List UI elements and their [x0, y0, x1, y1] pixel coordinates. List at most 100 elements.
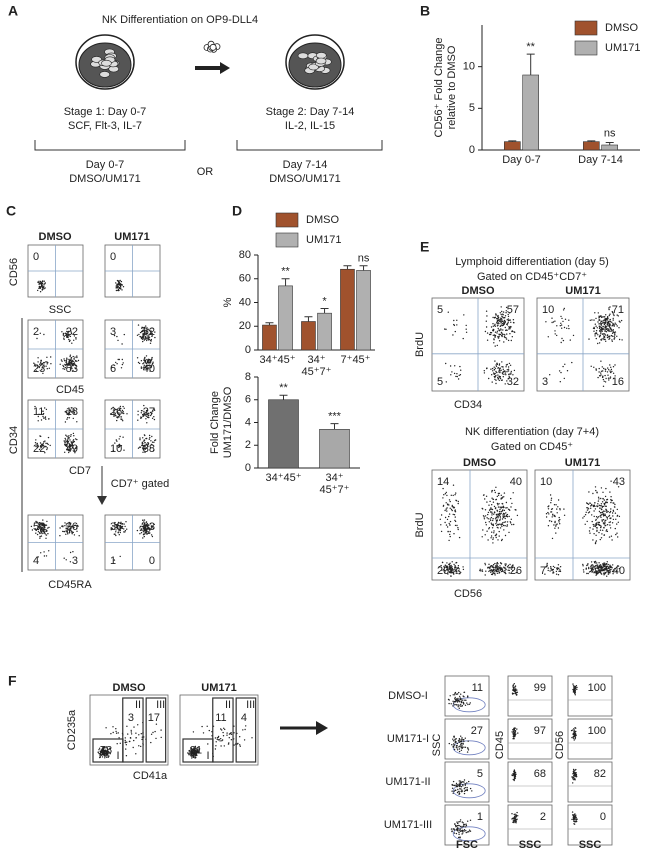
event-dot — [501, 506, 503, 508]
event-dot — [613, 502, 615, 504]
event-dot — [41, 443, 43, 445]
event-dot — [500, 498, 502, 500]
event-dot — [147, 328, 149, 330]
event-dot — [119, 529, 122, 532]
event-dot — [36, 442, 38, 445]
event-dot — [144, 447, 146, 449]
event-dot — [602, 572, 605, 574]
event-dot — [463, 792, 466, 795]
event-dot — [76, 528, 78, 530]
event-dot — [607, 316, 609, 318]
event-dot — [69, 354, 72, 356]
event-dot — [65, 412, 68, 414]
event-dot — [63, 451, 66, 453]
event-dot — [446, 507, 448, 509]
event-dot — [468, 829, 471, 831]
event-dot — [501, 315, 503, 317]
quadrant-value: 40 — [613, 565, 625, 577]
event-dot — [599, 564, 602, 566]
event-dot — [611, 539, 613, 541]
quadrant-value: 71 — [612, 304, 624, 316]
event-dot — [37, 361, 39, 363]
event-dot — [551, 317, 553, 319]
event-dot — [501, 310, 503, 313]
event-dot — [451, 504, 453, 507]
event-dot — [75, 337, 77, 339]
event-dot — [143, 364, 145, 366]
cell — [297, 52, 309, 60]
event-dot — [499, 325, 502, 327]
event-dot — [40, 281, 42, 283]
event-dot — [45, 418, 47, 420]
event-dot — [548, 520, 551, 522]
event-dot — [586, 520, 588, 523]
event-dot — [501, 318, 503, 320]
event-dot — [44, 533, 46, 535]
event-dot — [490, 507, 492, 509]
event-dot — [148, 364, 151, 366]
event-dot — [459, 782, 461, 784]
event-dot — [125, 521, 127, 523]
event-dot — [119, 742, 122, 744]
event-dot — [59, 527, 61, 529]
event-dot — [545, 565, 548, 568]
error-bar — [605, 142, 614, 145]
event-dot — [602, 515, 605, 517]
event-dot — [609, 319, 611, 321]
event-dot — [499, 517, 502, 519]
event-dot — [100, 754, 103, 756]
event-dot — [508, 572, 510, 574]
event-dot — [597, 523, 599, 526]
event-dot — [465, 699, 467, 701]
event-dot — [605, 508, 607, 510]
event-dot — [601, 330, 603, 332]
event-dot — [613, 314, 615, 317]
event-dot — [589, 319, 591, 321]
event-dot — [498, 369, 500, 372]
event-dot — [493, 342, 495, 344]
event-dot — [64, 522, 66, 524]
event-dot — [454, 569, 456, 571]
event-dot — [612, 329, 614, 331]
column-label: DMSO — [113, 682, 146, 694]
event-dot — [115, 529, 117, 531]
event-dot — [602, 316, 604, 318]
event-dot — [242, 729, 244, 731]
event-dot — [493, 532, 495, 534]
event-dot — [138, 333, 140, 336]
event-dot — [506, 524, 509, 526]
event-dot — [612, 509, 614, 511]
event-dot — [150, 733, 153, 735]
event-dot — [455, 785, 458, 788]
event-dot — [109, 747, 111, 749]
event-dot — [514, 777, 516, 780]
event-dot — [463, 740, 465, 743]
event-dot — [446, 494, 448, 497]
event-dot — [69, 335, 72, 338]
event-dot — [64, 421, 67, 423]
event-dot — [606, 498, 609, 501]
event-dot — [496, 524, 498, 527]
event-dot — [600, 339, 603, 341]
event-dot — [596, 562, 598, 564]
event-dot — [43, 333, 45, 336]
event-dot — [563, 377, 565, 380]
event-dot — [35, 439, 37, 441]
event-dot — [499, 562, 502, 564]
event-dot — [555, 532, 557, 534]
event-dot — [564, 363, 566, 365]
event-dot — [598, 371, 600, 373]
event-dot — [507, 508, 510, 510]
error-bar — [359, 265, 368, 271]
event-dot — [605, 519, 607, 521]
event-dot — [145, 332, 148, 334]
event-dot — [50, 356, 52, 358]
event-dot — [39, 526, 42, 528]
event-dot — [453, 573, 455, 575]
event-dot — [445, 502, 447, 504]
significance: ** — [281, 266, 290, 278]
quadrant-value: 40 — [510, 476, 522, 488]
gate-name: II — [135, 699, 141, 711]
event-dot — [600, 332, 602, 334]
event-dot — [515, 773, 517, 775]
